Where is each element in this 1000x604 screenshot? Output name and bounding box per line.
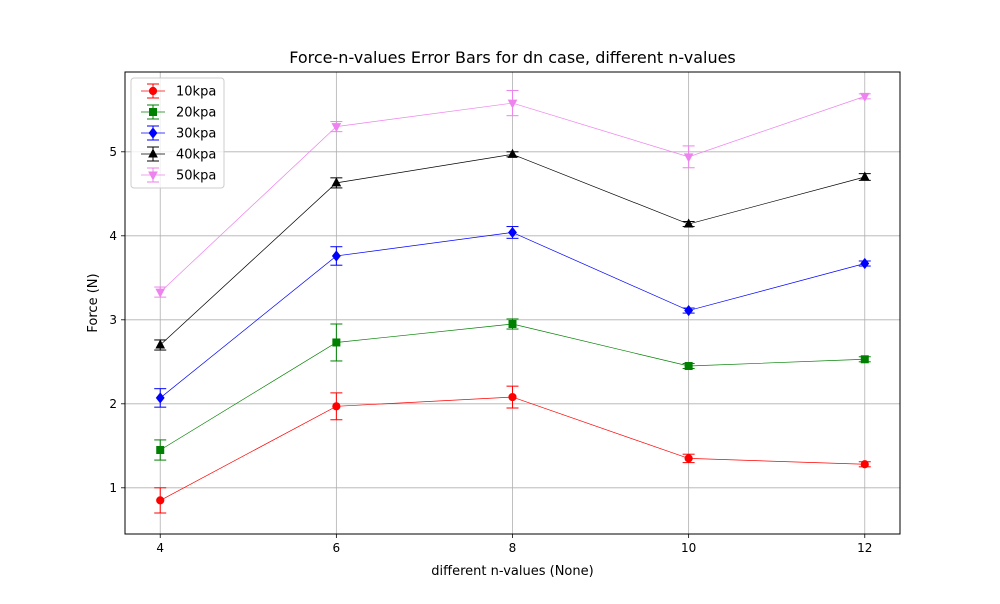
data-point	[155, 392, 165, 404]
x-tick-label: 10	[681, 541, 696, 555]
legend-label: 20kpa	[176, 106, 216, 121]
data-point	[156, 496, 165, 505]
chart-title: Force-n-values Error Bars for dn case, d…	[289, 48, 736, 67]
legend-entry-50kpa: 50kpa	[141, 167, 216, 184]
series-layer	[154, 89, 871, 514]
data-point	[331, 177, 342, 187]
data-point	[508, 320, 517, 328]
data-point	[508, 392, 517, 402]
legend-marker	[149, 108, 157, 116]
legend-marker	[148, 171, 158, 181]
y-tick-label: 1	[109, 481, 117, 495]
legend-marker	[148, 86, 158, 96]
data-point	[507, 99, 518, 109]
y-tick-label: 5	[109, 145, 117, 159]
series-40kpa	[154, 148, 871, 351]
data-point	[683, 153, 694, 163]
legend-label: 40kpa	[176, 148, 216, 163]
legend-marker	[148, 148, 158, 158]
data-point	[507, 148, 518, 158]
data-point	[331, 123, 342, 133]
x-tick-label: 6	[333, 541, 341, 555]
grid	[125, 72, 900, 534]
x-tick-label: 8	[509, 541, 517, 555]
data-point	[860, 257, 870, 270]
data-point	[860, 355, 869, 364]
data-point	[156, 446, 165, 454]
data-point	[859, 171, 870, 181]
y-axis-label: Force (N)	[86, 273, 101, 332]
series-20kpa	[154, 318, 871, 461]
y-tick-label: 2	[109, 397, 117, 411]
legend-marker	[148, 127, 158, 139]
series-10kpa	[154, 385, 871, 514]
legend: 10kpa 20kpa 30kpa 40kpa 50kpa	[130, 77, 225, 189]
data-point	[155, 339, 166, 349]
data-point	[859, 92, 870, 102]
x-axis-label: different n-values (None)	[431, 564, 593, 579]
legend-label: 10kpa	[176, 85, 216, 100]
y-tick-label: 3	[109, 313, 117, 327]
data-point	[331, 250, 341, 262]
legend-label: 30kpa	[176, 127, 216, 142]
data-point	[508, 226, 517, 239]
data-point	[332, 338, 341, 347]
series-30kpa	[154, 226, 871, 408]
legend-entry-40kpa: 40kpa	[141, 146, 216, 163]
data-point	[684, 454, 693, 463]
x-tick-label: 4	[156, 541, 164, 555]
y-tick-label: 4	[109, 229, 117, 243]
legend-entry-10kpa: 10kpa	[141, 83, 216, 100]
legend-entry-30kpa: 30kpa	[141, 125, 216, 142]
data-point	[684, 304, 694, 317]
data-point	[684, 362, 693, 370]
legend-entry-20kpa: 20kpa	[141, 104, 216, 121]
data-point	[683, 218, 694, 228]
data-point	[860, 460, 869, 469]
data-point	[332, 402, 341, 411]
series-50kpa	[154, 89, 871, 298]
x-tick-label: 12	[857, 541, 872, 555]
data-point	[155, 288, 166, 298]
legend-label: 50kpa	[176, 169, 216, 184]
